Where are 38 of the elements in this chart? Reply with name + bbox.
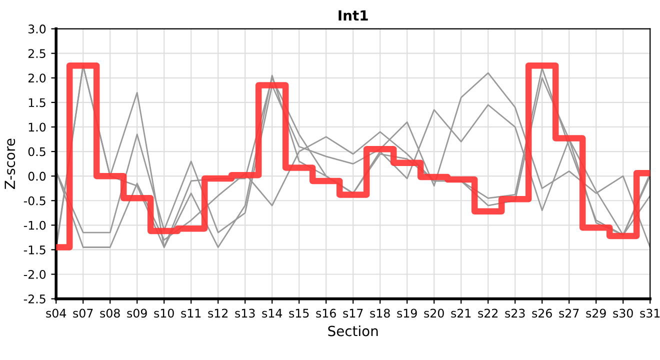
y-tick-label: -1.0 xyxy=(24,220,46,230)
x-tick-label: s21 xyxy=(451,308,471,318)
y-tick-label: 3.0 xyxy=(28,24,46,34)
x-tick-label: s07 xyxy=(73,308,93,318)
x-tick-label: s08 xyxy=(100,308,120,318)
x-tick-label: s10 xyxy=(154,308,174,318)
y-axis-title: Z-score xyxy=(4,138,16,189)
y-tick-label: -2.0 xyxy=(24,270,46,279)
x-axis-title: Section xyxy=(328,326,378,336)
x-tick-label: s17 xyxy=(343,308,363,318)
x-tick-label: s16 xyxy=(316,308,336,318)
x-tick-label: s18 xyxy=(370,308,390,318)
x-tick-label: s31 xyxy=(640,308,660,318)
x-tick-label: s26 xyxy=(532,308,552,318)
y-tick-label: 2.0 xyxy=(28,74,46,83)
y-tick-label: -0.5 xyxy=(24,196,46,206)
y-tick-label: 1.0 xyxy=(28,122,46,132)
x-tick-label: s20 xyxy=(424,308,444,318)
x-tick-label: s11 xyxy=(181,308,201,318)
x-tick-label: s12 xyxy=(208,308,228,318)
y-tick-label: 2.5 xyxy=(28,49,46,58)
y-tick-label: 0.0 xyxy=(28,172,46,181)
x-tick-label: s22 xyxy=(478,308,498,318)
x-tick-label: s15 xyxy=(289,308,309,318)
chart-title: Int1 xyxy=(338,10,368,20)
y-tick-label: 1.5 xyxy=(28,98,46,108)
y-tick-label: 0.5 xyxy=(28,147,46,156)
x-tick-label: s23 xyxy=(505,308,525,318)
x-tick-label: s14 xyxy=(262,308,282,318)
x-tick-label: s27 xyxy=(559,308,579,318)
x-tick-label: s29 xyxy=(586,308,606,318)
y-tick-label: -1.5 xyxy=(24,246,46,254)
y-tick-label: -2.5 xyxy=(24,294,46,304)
x-tick-label: s09 xyxy=(127,308,147,318)
x-tick-label: s19 xyxy=(397,308,417,318)
x-tick-label: s04 xyxy=(46,308,66,318)
x-tick-label: s13 xyxy=(235,308,255,318)
x-tick-label: s30 xyxy=(613,308,633,318)
